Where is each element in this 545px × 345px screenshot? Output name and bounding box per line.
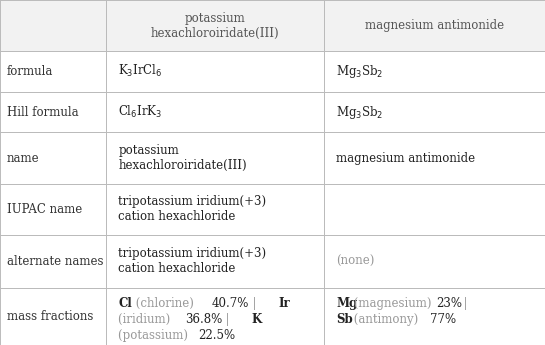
Text: tripotassium iridium(+3)
cation hexachloride: tripotassium iridium(+3) cation hexachlo… xyxy=(118,247,267,275)
Text: 77%: 77% xyxy=(429,313,456,326)
Text: name: name xyxy=(7,151,39,165)
Text: Mg$_3$Sb$_2$: Mg$_3$Sb$_2$ xyxy=(336,63,384,80)
Text: tripotassium iridium(+3)
cation hexachloride: tripotassium iridium(+3) cation hexachlo… xyxy=(118,195,267,223)
Text: IUPAC name: IUPAC name xyxy=(7,203,82,216)
Text: magnesium antimonide: magnesium antimonide xyxy=(365,19,504,32)
Text: Mg$_3$Sb$_2$: Mg$_3$Sb$_2$ xyxy=(336,104,384,121)
Text: K: K xyxy=(252,313,262,326)
Bar xyxy=(0,0,545,51)
Text: 22.5%: 22.5% xyxy=(198,329,235,342)
Text: 36.8%: 36.8% xyxy=(185,313,222,326)
Text: |: | xyxy=(456,297,468,310)
Text: 40.7%: 40.7% xyxy=(211,297,249,310)
Text: alternate names: alternate names xyxy=(7,255,103,268)
Text: K$_3$IrCl$_6$: K$_3$IrCl$_6$ xyxy=(118,63,162,79)
Text: |: | xyxy=(245,297,264,310)
Text: 23%: 23% xyxy=(436,297,462,310)
Text: |: | xyxy=(218,313,237,326)
Text: Hill formula: Hill formula xyxy=(7,106,78,119)
Text: formula: formula xyxy=(7,65,53,78)
Text: Ir: Ir xyxy=(278,297,290,310)
Text: Cl: Cl xyxy=(118,297,132,310)
Text: magnesium antimonide: magnesium antimonide xyxy=(336,151,475,165)
Text: (potassium): (potassium) xyxy=(118,329,192,342)
Text: mass fractions: mass fractions xyxy=(7,310,93,323)
Text: (chlorine): (chlorine) xyxy=(131,297,197,310)
Text: potassium
hexachloroiridate(III): potassium hexachloroiridate(III) xyxy=(118,144,247,172)
Text: Cl$_6$IrK$_3$: Cl$_6$IrK$_3$ xyxy=(118,104,162,120)
Text: potassium
hexachloroiridate(III): potassium hexachloroiridate(III) xyxy=(151,11,280,40)
Text: (magnesium): (magnesium) xyxy=(349,297,435,310)
Text: (antimony): (antimony) xyxy=(349,313,422,326)
Text: (none): (none) xyxy=(336,255,374,268)
Text: Sb: Sb xyxy=(336,313,353,326)
Text: (iridium): (iridium) xyxy=(118,313,174,326)
Text: Mg: Mg xyxy=(336,297,358,310)
